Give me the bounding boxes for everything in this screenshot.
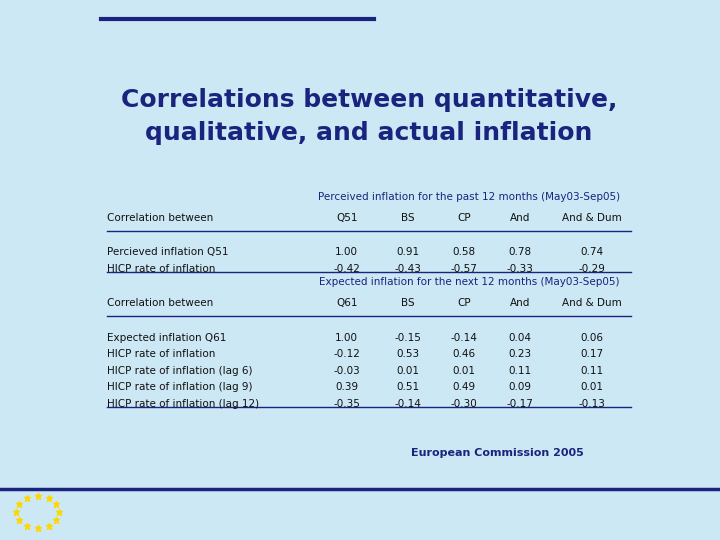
Text: Q51: Q51 (336, 213, 357, 223)
Text: Percieved inflation Q51: Percieved inflation Q51 (107, 247, 228, 258)
Text: HICP rate of inflation (lag 9): HICP rate of inflation (lag 9) (107, 382, 252, 393)
Text: -0.29: -0.29 (579, 264, 606, 274)
Text: 0.53: 0.53 (397, 349, 420, 359)
Text: 0.01: 0.01 (452, 366, 475, 376)
Text: Expected inflation Q61: Expected inflation Q61 (107, 333, 226, 342)
Text: 0.91: 0.91 (397, 247, 420, 258)
Text: 0.04: 0.04 (508, 333, 531, 342)
Text: Correlation between: Correlation between (107, 299, 213, 308)
Text: 0.58: 0.58 (452, 247, 475, 258)
Text: 1.00: 1.00 (336, 247, 358, 258)
Text: -0.43: -0.43 (395, 264, 421, 274)
Text: European Commission 2005: European Commission 2005 (411, 448, 584, 458)
Text: HICP rate of inflation (lag 12): HICP rate of inflation (lag 12) (107, 399, 259, 409)
Text: -0.03: -0.03 (333, 366, 360, 376)
Text: 0.39: 0.39 (335, 382, 359, 393)
Text: 0.11: 0.11 (580, 366, 604, 376)
Text: -0.57: -0.57 (451, 264, 477, 274)
Text: 0.74: 0.74 (580, 247, 604, 258)
Text: 1.00: 1.00 (336, 333, 358, 342)
Text: HICP rate of inflation: HICP rate of inflation (107, 264, 215, 274)
Text: Expected inflation for the next 12 months (May03-Sep05): Expected inflation for the next 12 month… (319, 277, 620, 287)
Text: -0.15: -0.15 (395, 333, 421, 342)
Text: BS: BS (401, 213, 415, 223)
Text: -0.14: -0.14 (395, 399, 421, 409)
Text: 0.51: 0.51 (397, 382, 420, 393)
Text: -0.17: -0.17 (506, 399, 533, 409)
Text: 0.01: 0.01 (581, 382, 603, 393)
Text: BS: BS (401, 299, 415, 308)
Text: -0.33: -0.33 (506, 264, 533, 274)
Text: 0.49: 0.49 (452, 382, 475, 393)
Text: 0.09: 0.09 (508, 382, 531, 393)
Text: CP: CP (457, 213, 471, 223)
Text: Correlation between: Correlation between (107, 213, 213, 223)
Text: 0.01: 0.01 (397, 366, 420, 376)
Text: -0.35: -0.35 (333, 399, 360, 409)
Text: And: And (510, 299, 530, 308)
Text: -0.13: -0.13 (579, 399, 606, 409)
Text: -0.42: -0.42 (333, 264, 360, 274)
Text: 0.11: 0.11 (508, 366, 531, 376)
Text: 0.23: 0.23 (508, 349, 531, 359)
Text: And & Dum: And & Dum (562, 299, 622, 308)
Text: 0.46: 0.46 (452, 349, 475, 359)
Text: -0.30: -0.30 (451, 399, 477, 409)
Text: And: And (510, 213, 530, 223)
Text: HICP rate of inflation (lag 6): HICP rate of inflation (lag 6) (107, 366, 252, 376)
Text: Correlations between quantitative,: Correlations between quantitative, (121, 87, 617, 112)
Text: qualitative, and actual inflation: qualitative, and actual inflation (145, 121, 593, 145)
Text: Q61: Q61 (336, 299, 357, 308)
Text: -0.14: -0.14 (451, 333, 477, 342)
Text: CP: CP (457, 299, 471, 308)
Text: 0.78: 0.78 (508, 247, 531, 258)
Text: 0.06: 0.06 (581, 333, 603, 342)
Text: Perceived inflation for the past 12 months (May03-Sep05): Perceived inflation for the past 12 mont… (318, 192, 621, 201)
Text: And & Dum: And & Dum (562, 213, 622, 223)
Text: 0.17: 0.17 (580, 349, 604, 359)
Text: HICP rate of inflation: HICP rate of inflation (107, 349, 215, 359)
Text: -0.12: -0.12 (333, 349, 360, 359)
